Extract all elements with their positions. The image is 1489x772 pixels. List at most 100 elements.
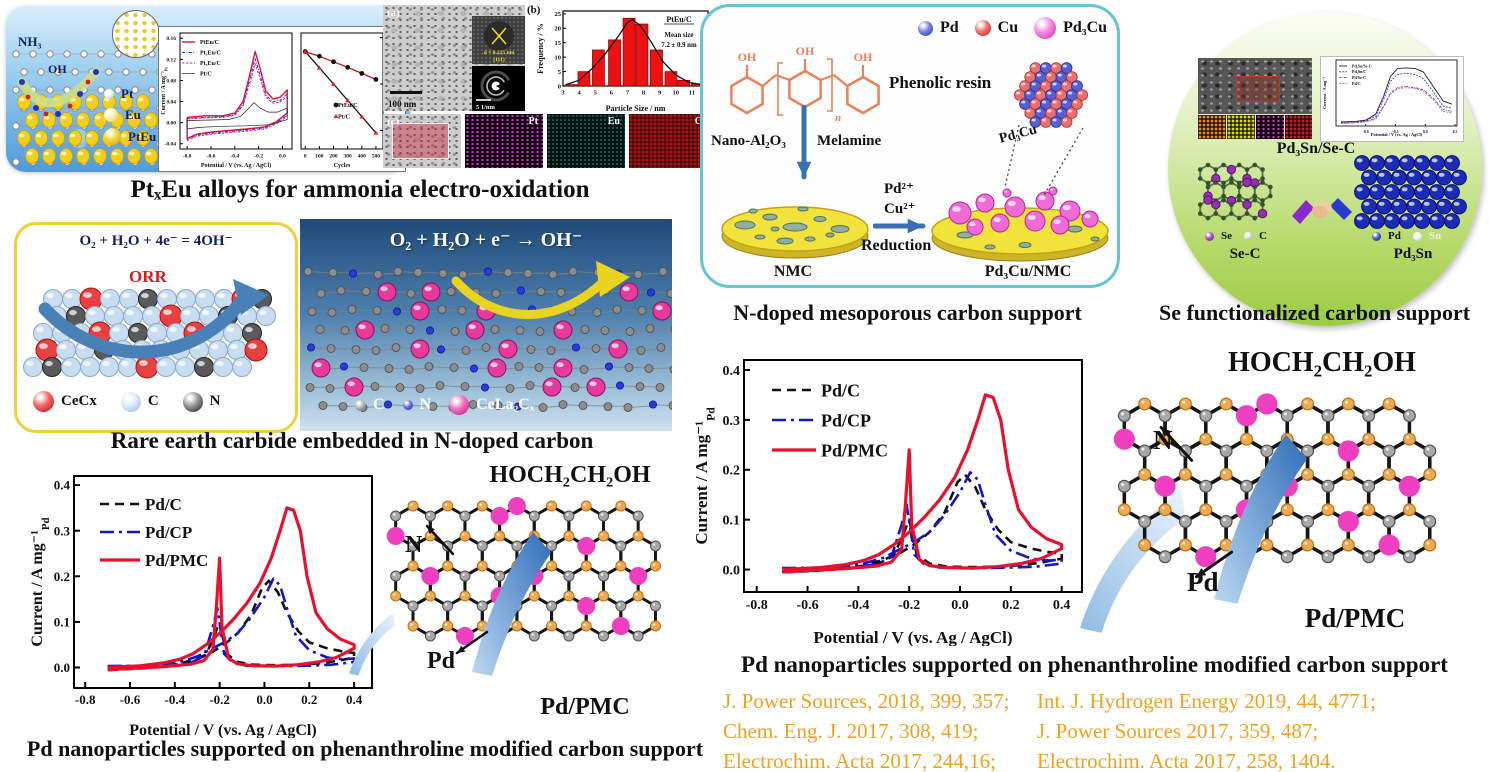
svg-text:-0.6: -0.6 (796, 598, 818, 613)
sn-dot-icon (1412, 231, 1422, 241)
nano-al2o3-label: Nano-Al₂O₃ (711, 133, 786, 149)
svg-text:0.2: 0.2 (301, 692, 317, 707)
reference-item: Chem. Eng. J. 2017, 308, 419; (723, 719, 979, 743)
pd-cu-legend: Pd Cu Pd₃Cu (918, 17, 1107, 39)
legend-label: C (373, 396, 385, 413)
svg-text:100: 100 (315, 154, 324, 160)
svg-text:Pd/C: Pd/C (1352, 81, 1361, 86)
svg-text:0.0: 0.0 (279, 154, 286, 160)
eds-map-eu: Eu (547, 114, 625, 168)
eds-map-c: C (629, 114, 707, 168)
nmc-disc-graphic (721, 206, 869, 259)
pd3sn-legend: Pd Sn (1372, 230, 1441, 242)
pd3cu-nmc-label: Pd₃Cu/NMC (984, 263, 1072, 280)
svg-text:-0.3: -0.3 (1393, 130, 1399, 134)
svg-text:-0.2: -0.2 (209, 692, 230, 707)
svg-text:0.0: 0.0 (1423, 130, 1428, 134)
legend-label: Cu (997, 19, 1019, 36)
map-label-c: C (694, 116, 702, 127)
reference-item: Electrochim. Acta 2017, 258, 1404. (1037, 749, 1336, 772)
melamine-label: Melamine (817, 133, 882, 149)
magnifier-inset (112, 10, 160, 58)
down-arrow-icon (796, 105, 812, 180)
svg-text:0.0: 0.0 (54, 660, 70, 675)
panel-b-label: (b) (527, 4, 541, 16)
pd3sn-sec-label: Pd₃Sn/Se-C (1276, 140, 1356, 157)
svg-text:4: 4 (577, 90, 581, 97)
eds-map-pt: Pt (465, 114, 543, 168)
n-label: N (1153, 425, 1173, 455)
sem-eds-tile-1 (1198, 115, 1226, 139)
caption-rare: Rare earth carbide embedded in N-doped c… (110, 428, 594, 453)
ptEu-inset-charts: -0.8 -0.6 -0.4 -0.2 0.0 -0.04 0.00 0.04 0.08 0.12… (158, 26, 406, 172)
svg-text:0.0: 0.0 (256, 692, 272, 707)
svg-text:0.00: 0.00 (166, 121, 176, 127)
svg-text:0.3: 0.3 (723, 414, 741, 429)
svg-text:OH: OH (854, 50, 873, 64)
svg-text:5: 5 (558, 69, 562, 76)
ptEu-sphere-icon (104, 128, 121, 145)
svg-text:Pd/Se-C: Pd/Se-C (1352, 75, 1366, 80)
legend-label: PtEu (128, 128, 157, 144)
ptEu-panel: NH₃ N₂ H₂O OH Pt Eu PtEu -0.8-0.6-0.4-0.… (6, 6, 410, 172)
pd3cu-sphere-icon (1034, 17, 1057, 39)
svg-text:Frequency / %: Frequency / % (536, 23, 545, 74)
sem-eds-tile-4 (1285, 115, 1312, 139)
orr-equation: O₂ + H₂O + 4e⁻ = 4OH⁻ (79, 233, 233, 249)
cu-sphere-icon (974, 20, 991, 36)
svg-text:-0.6: -0.6 (1363, 130, 1369, 134)
svg-text:OH: OH (738, 50, 757, 64)
nmc-scheme-panel: Pd Cu Pd₃Cu OH OH OH n Phenolic resin Nano-… (700, 4, 1120, 288)
svg-text:PtEu/C: PtEu/C (666, 15, 692, 24)
svg-text:Pd/CP: Pd/CP (145, 523, 192, 542)
cu2-label: Cu²⁺ (884, 201, 916, 217)
pmc-name-label: Pd/PMC (540, 694, 630, 720)
svg-text:0: 0 (558, 83, 561, 90)
eds-selection-box (392, 122, 449, 160)
svg-text:Pt/C: Pt/C (200, 72, 212, 78)
svg-text:7.2 ± 0.9 nm: 7.2 ± 0.9 nm (661, 42, 697, 49)
reference-column-2: Int. J. Hydrogen Energy 2019, 44, 4771; … (1037, 686, 1376, 772)
caption-nmc: N-doped mesoporous carbon support (733, 300, 1082, 325)
legend-label: Pt (121, 86, 134, 101)
svg-text:Pd/C: Pd/C (821, 380, 860, 400)
svg-text:25: 25 (555, 11, 562, 18)
legend-label: Pd (940, 19, 959, 36)
pmc-structure-left: HOCH₂CH₂OH N Pd Pd/PMC (375, 460, 705, 740)
legend-label: Sn (1428, 230, 1442, 242)
sec-legend: Se C (1205, 230, 1267, 242)
svg-text:OH: OH (796, 44, 815, 58)
svg-text:0.4: 0.4 (1053, 598, 1071, 613)
pd-label: Pd (427, 648, 456, 674)
sem-eds-tile-2 (1227, 115, 1255, 139)
svg-text:0.2: 0.2 (1002, 598, 1020, 613)
sem-eds-tile-3 (1256, 115, 1284, 139)
hrtem-inset: d = 0.225 nm (111) (472, 16, 525, 64)
sem-selection-box (1236, 76, 1280, 102)
pmc-structure-right: HOCH₂CH₂OH N Pd Pd/PMC (1095, 345, 1489, 655)
se-mini-chart: -0.6 -0.3 0.0 0.3 Potential / V (vs. Ag / Ag… (1322, 59, 1457, 137)
pd3sn-label: Pd₃Sn (1393, 246, 1433, 262)
phenolic-resin-label: Phenolic resin (889, 73, 992, 92)
svg-text:0.1: 0.1 (723, 514, 741, 529)
n-sphere-icon (182, 391, 203, 412)
svg-text:-0.4: -0.4 (847, 598, 869, 613)
molecule-label: HOCH₂CH₂OH (1228, 347, 1416, 378)
svg-text:300: 300 (344, 154, 353, 160)
orr-label: ORR (129, 267, 167, 286)
oh-label: OH (48, 62, 67, 76)
svg-text:Pt₃Eu/C: Pt₃Eu/C (200, 51, 221, 57)
sem-image (1198, 58, 1312, 114)
svg-text:10: 10 (555, 54, 562, 61)
svg-text:6: 6 (610, 90, 614, 97)
se-dot-icon (1205, 231, 1214, 241)
eu-sphere-icon (104, 108, 118, 122)
reference-item: J. Power Sources 2017, 359, 487; (1037, 719, 1319, 743)
svg-text:11: 11 (689, 90, 695, 97)
svg-text:3: 3 (561, 90, 565, 97)
cela-sphere-icon (449, 395, 470, 415)
pd-sphere-icon (918, 20, 933, 36)
svg-text:0.3: 0.3 (54, 523, 71, 538)
c-dot-icon (355, 399, 366, 411)
n-dot-icon (402, 400, 413, 410)
